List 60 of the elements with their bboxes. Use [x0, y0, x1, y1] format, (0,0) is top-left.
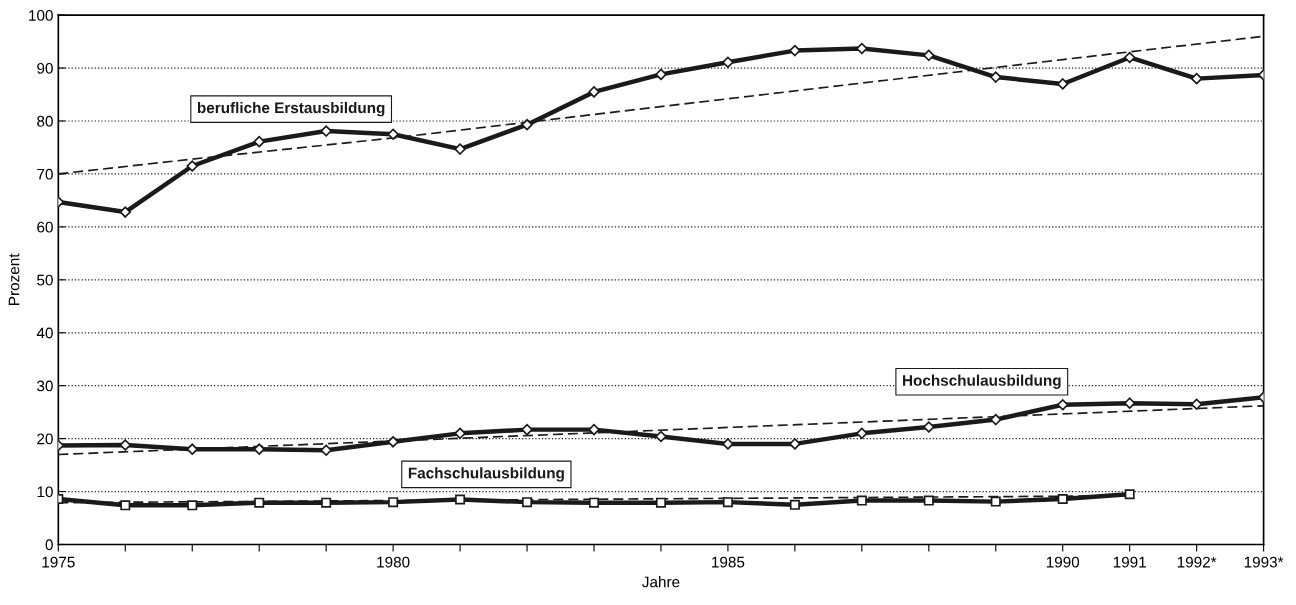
x-axis-title: Jahre: [642, 576, 680, 588]
x-tick-label: 1992*: [1177, 556, 1217, 568]
point: [990, 496, 1001, 507]
series-label: Hochschulausbildung: [903, 374, 1061, 389]
point: [588, 423, 600, 436]
x-tick-label: 1993*: [1244, 556, 1284, 568]
y-tick-label: 0: [45, 539, 53, 551]
point: [454, 427, 466, 440]
point: [655, 430, 667, 443]
point: [856, 42, 868, 55]
y-tick-label: 20: [37, 433, 53, 445]
point: [923, 421, 935, 433]
point: [789, 499, 800, 510]
y-tick-label: 30: [37, 380, 53, 392]
point: [119, 206, 132, 218]
y-axis-title: Prozent: [8, 253, 20, 305]
point: [990, 71, 1002, 83]
point: [253, 135, 265, 148]
point: [521, 423, 533, 436]
point: [588, 497, 600, 508]
point: [321, 497, 332, 508]
y-tick-label: 70: [37, 168, 53, 180]
point: [1190, 72, 1203, 85]
point: [454, 143, 466, 155]
point: [588, 86, 600, 98]
y-tick-label: 10: [37, 486, 53, 498]
point: [521, 118, 533, 131]
point: [789, 44, 801, 57]
point: [254, 497, 265, 508]
point: [1123, 51, 1136, 64]
x-tick-label: 1980: [377, 556, 410, 568]
point: [722, 56, 734, 68]
y-tick-label: 90: [37, 62, 53, 74]
series-label: Fachschulausbildung: [408, 467, 564, 482]
point: [455, 494, 466, 505]
point: [655, 497, 666, 508]
point: [789, 438, 801, 450]
point: [923, 49, 935, 62]
x-tick-label: 1991: [1113, 556, 1146, 568]
x-tick-label: 1975: [42, 556, 75, 568]
x-tick-label: 1990: [1046, 556, 1080, 568]
point: [722, 497, 733, 508]
point: [186, 160, 198, 172]
point: [388, 497, 399, 508]
point: [923, 495, 934, 506]
y-tick-label: 50: [37, 274, 53, 286]
y-tick-label: 40: [36, 327, 53, 339]
y-tick-label: 80: [37, 115, 53, 127]
x-tick-label: 1985: [712, 556, 745, 568]
point: [522, 497, 533, 508]
point: [120, 500, 131, 511]
point: [1057, 493, 1068, 504]
point: [187, 500, 198, 511]
point: [655, 68, 667, 81]
point: [1124, 489, 1135, 500]
y-tick-label: 100: [29, 9, 53, 21]
y-tick-label: 60: [37, 221, 53, 233]
point: [990, 413, 1002, 426]
point: [856, 495, 867, 506]
series-label: berufliche Erstausbildung: [197, 101, 385, 117]
